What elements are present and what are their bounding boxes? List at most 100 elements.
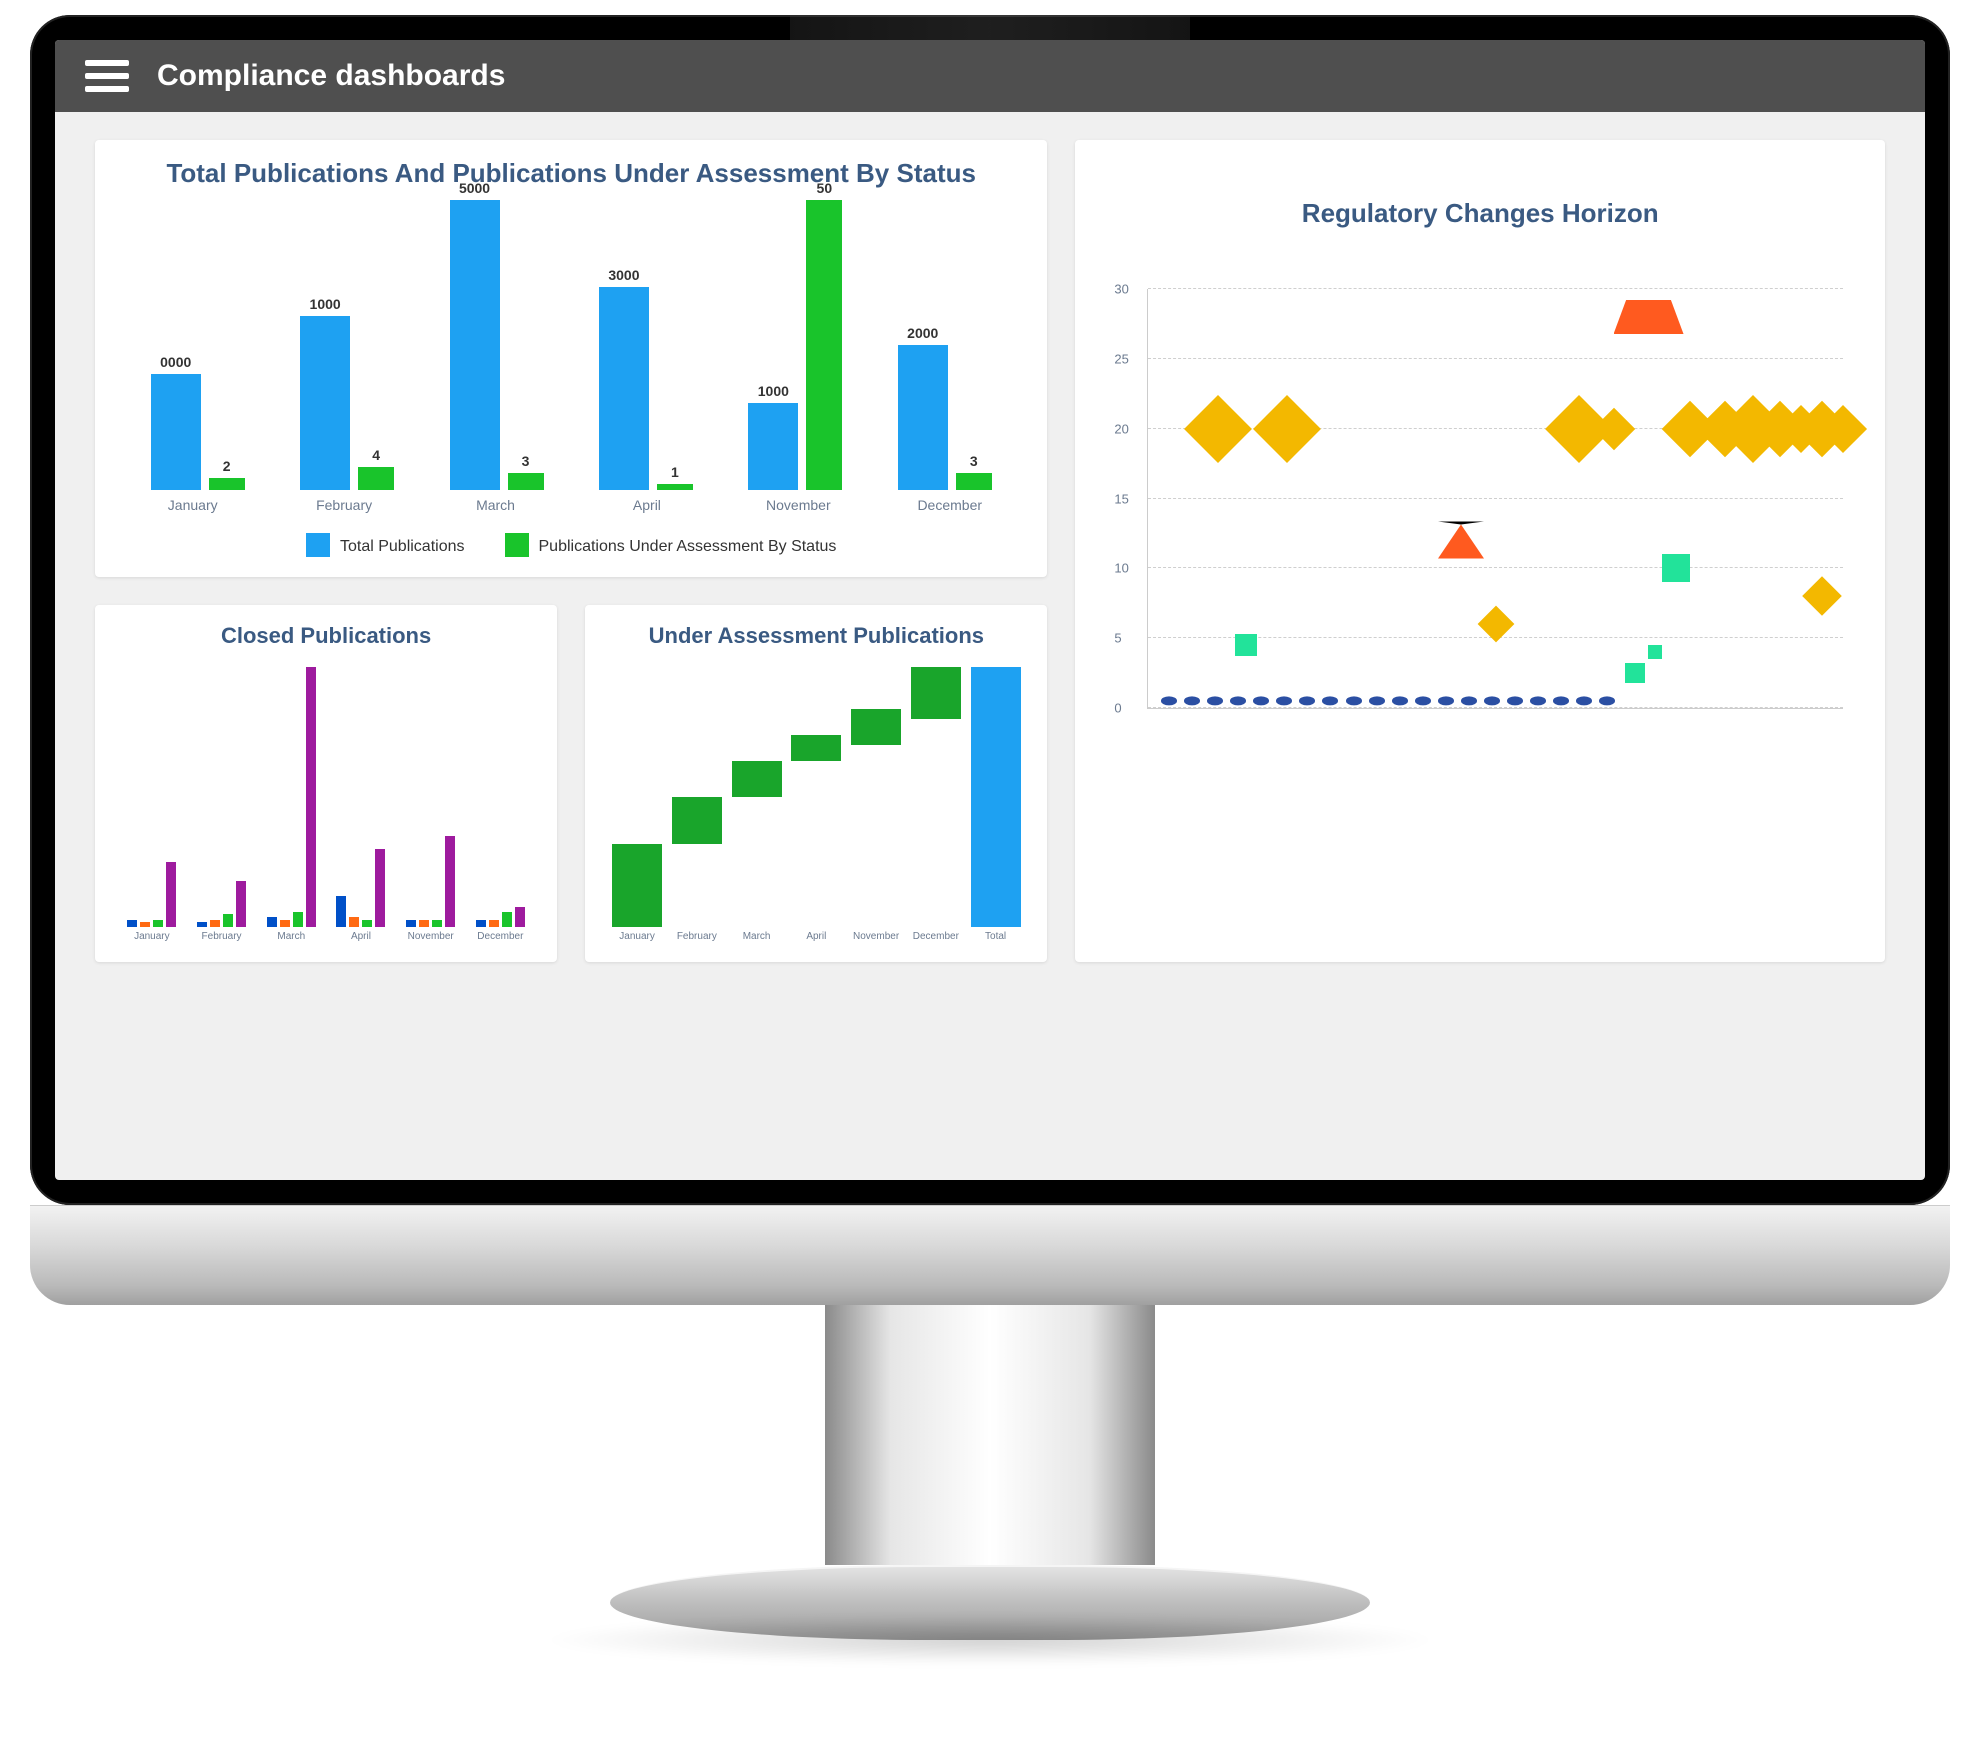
closed-bar-chart: JanuaryFebruaryMarchAprilNovemberDecembe…: [117, 667, 535, 942]
menu-icon[interactable]: [85, 60, 129, 92]
waterfall-chart: JanuaryFebruaryMarchAprilNovemberDecembe…: [607, 667, 1025, 942]
x-axis-label: March: [420, 497, 571, 513]
bar: 3000: [599, 287, 649, 490]
screen: Compliance dashboards Total Publications…: [55, 40, 1925, 1180]
scatter-point: [1253, 697, 1269, 706]
scatter-point: [1507, 697, 1523, 706]
bar: [336, 896, 346, 927]
card-title: Total Publications And Publications Unde…: [117, 158, 1025, 189]
scatter-point: [1438, 697, 1454, 706]
page-title: Compliance dashboards: [157, 59, 505, 93]
scatter-point: [1415, 697, 1431, 706]
gridline: [1148, 358, 1843, 359]
bar-value-label: 1000: [758, 383, 789, 399]
x-axis-label: November: [723, 497, 874, 513]
x-axis-label: December: [906, 931, 966, 942]
scatter-point: [1161, 697, 1177, 706]
waterfall-block: [971, 667, 1021, 927]
bar-value-label: 1: [671, 464, 679, 480]
scatter-point: [1593, 407, 1635, 449]
bar: [406, 920, 416, 928]
x-axis-label: November: [846, 931, 906, 942]
y-axis-label: 15: [1114, 491, 1128, 506]
waterfall-step: [732, 761, 782, 797]
bar: [127, 920, 137, 928]
bar: 4: [358, 467, 394, 490]
bar-group: 3000 1: [571, 287, 720, 490]
x-axis-label: February: [187, 931, 257, 942]
waterfall-block: [911, 667, 961, 719]
waterfall-step: [851, 709, 901, 745]
bar: [432, 920, 442, 928]
bar-group: 20003: [870, 345, 1019, 490]
scatter-point: [1576, 697, 1592, 706]
scatter-point: [1235, 634, 1257, 656]
bar: 1: [657, 484, 693, 490]
scatter-point: [1662, 554, 1690, 582]
bar-value-label: 5000: [459, 180, 490, 196]
monitor-frame: Compliance dashboards Total Publications…: [30, 15, 1950, 1665]
bar: [349, 917, 359, 927]
legend-label: Total Publications: [340, 538, 465, 555]
bar-value-label: 1000: [310, 296, 341, 312]
waterfall-block: [612, 844, 662, 927]
gridline: [1148, 707, 1843, 708]
x-axis-label: January: [117, 497, 268, 513]
card-closed-publications: Closed Publications JanuaryFebruaryMarch…: [95, 605, 557, 962]
waterfall-step: [791, 735, 841, 761]
scatter-point: [1553, 697, 1569, 706]
bar: 1000: [748, 403, 798, 490]
bar-group: 0000 2: [123, 374, 272, 490]
scatter-point: [1802, 576, 1842, 616]
bar: 3: [956, 473, 992, 490]
x-axis-label: April: [786, 931, 846, 942]
bar-value-label: 0000: [160, 354, 191, 370]
bar-group: [187, 881, 257, 928]
bar: [375, 849, 385, 927]
bar-value-label: 4: [372, 447, 380, 463]
legend-item: Total Publications: [306, 533, 465, 557]
y-axis-label: 5: [1114, 631, 1121, 646]
x-axis-label: January: [607, 931, 667, 942]
scatter-point: [1253, 395, 1321, 463]
bar-value-label: 3: [522, 453, 530, 469]
y-axis-label: 20: [1114, 421, 1128, 436]
card-title: Closed Publications: [117, 623, 535, 649]
y-axis-label: 0: [1114, 701, 1121, 716]
bar: 3: [508, 473, 544, 490]
scatter-point: [1369, 697, 1385, 706]
scatter-point: [1530, 697, 1546, 706]
bar: 0000: [151, 374, 201, 490]
legend-label: Publications Under Assessment By Status: [539, 538, 837, 555]
scatter-point: [1438, 522, 1484, 559]
bar: [476, 920, 486, 928]
monitor-bezel: Compliance dashboards Total Publications…: [30, 15, 1950, 1205]
bar: [166, 862, 176, 927]
bar: [223, 914, 233, 927]
scatter-point: [1276, 697, 1292, 706]
x-axis-label: March: [256, 931, 326, 942]
scatter-point: [1599, 697, 1615, 706]
topbar: Compliance dashboards: [55, 40, 1925, 112]
bar-group: [326, 849, 396, 927]
bar-group: [466, 907, 536, 928]
scatter-point: [1207, 697, 1223, 706]
bar-value-label: 2: [223, 458, 231, 474]
bar: [362, 920, 372, 928]
scatter-point: [1346, 697, 1362, 706]
gridline: [1148, 498, 1843, 499]
x-axis-label: April: [571, 497, 722, 513]
bar-value-label: 3: [970, 453, 978, 469]
gridline: [1148, 567, 1843, 568]
bar: [515, 907, 525, 928]
scatter-point: [1184, 697, 1200, 706]
scatter-point: [1648, 645, 1662, 659]
legend-item: Publications Under Assessment By Status: [505, 533, 837, 557]
bar: [210, 920, 220, 928]
scatter-point: [1614, 300, 1684, 334]
bar-group: [117, 862, 187, 927]
waterfall-block: [672, 797, 722, 844]
bar-value-label: 50: [817, 180, 833, 196]
scatter-point: [1625, 663, 1645, 683]
monitor-shadow: [540, 1615, 1440, 1665]
